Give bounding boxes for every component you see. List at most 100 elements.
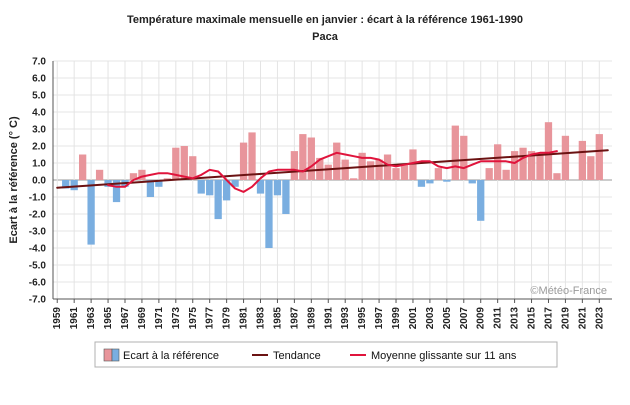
x-tick-label: 1961 — [69, 307, 80, 330]
legend-label-trend: Tendance — [273, 350, 321, 362]
bar — [155, 180, 163, 187]
bar — [282, 180, 290, 214]
bar-layer — [62, 122, 603, 248]
bar — [527, 151, 536, 180]
y-tick-label: 5.0 — [32, 91, 46, 102]
x-tick-label: 2011 — [493, 307, 504, 329]
bar — [273, 180, 282, 196]
y-tick-label: -2.0 — [29, 210, 47, 221]
bar — [70, 180, 78, 191]
legend-bar-swatch-negative — [111, 348, 120, 362]
chart-title: Température maximale mensuelle en janvie… — [127, 14, 523, 26]
y-tick-label: -1.0 — [29, 193, 47, 204]
x-tick-label: 1971 — [154, 307, 165, 330]
x-tick-label: 2001 — [408, 307, 419, 330]
bar — [544, 122, 553, 180]
x-tick-label: 2013 — [510, 307, 521, 330]
x-tick-label: 1959 — [52, 307, 63, 330]
bar — [290, 151, 299, 180]
bar — [87, 180, 95, 245]
bar — [350, 178, 358, 180]
legend-label-moving-average: Moyenne glissante sur 11 ans — [371, 350, 517, 362]
bar — [443, 180, 451, 182]
bar — [561, 135, 570, 180]
x-tick-label: 2003 — [425, 307, 436, 330]
x-tick-label: 2023 — [594, 307, 605, 330]
x-tick-label: 1985 — [272, 307, 283, 330]
bar — [95, 169, 104, 180]
x-tick-label: 1975 — [188, 307, 199, 330]
x-tick-label: 1967 — [120, 307, 131, 330]
bar — [189, 156, 197, 180]
bar — [163, 178, 171, 180]
x-tick-label: 1981 — [239, 307, 250, 330]
bar — [400, 164, 409, 180]
x-tick-label: 2021 — [577, 307, 588, 330]
ytick-layer: 7.0 6.0 5.0 4.0 3.0 2.0 1.0 0.0 -1.0 -2.0 -3.0 -4.0… — [29, 57, 47, 306]
bar — [248, 132, 256, 180]
y-tick-label: 4.0 — [32, 108, 46, 119]
y-tick-label: 7.0 — [32, 57, 46, 68]
bar — [468, 180, 476, 184]
bar — [256, 180, 265, 194]
chart-subtitle: Paca — [312, 31, 339, 43]
bar — [434, 168, 443, 180]
bar — [536, 152, 544, 180]
line-layer — [56, 149, 609, 193]
credit-label: ©Météo-France — [530, 285, 607, 297]
bar — [341, 159, 349, 180]
y-tick-label: 2.0 — [32, 142, 46, 153]
x-tick-label: 1963 — [86, 307, 97, 330]
bar — [333, 142, 341, 180]
x-tick-label: 1979 — [222, 307, 233, 330]
legend-frame — [94, 341, 558, 368]
legend-bar-swatch-positive — [103, 348, 113, 362]
x-tick-label: 2019 — [560, 307, 571, 330]
bar — [129, 173, 138, 180]
legend-box: Ecart à la référence Tendance Moyenne gl… — [94, 341, 558, 368]
bar — [383, 154, 392, 180]
bar — [519, 147, 527, 180]
axis-layer — [52, 61, 612, 303]
y-tick-label: -7.0 — [29, 295, 47, 306]
bar — [417, 180, 426, 187]
bar — [112, 180, 121, 203]
xtick-layer: 1959 1961 1963 1965 1967 1969 1971 1973 1975 1977… — [52, 307, 605, 330]
bar — [477, 180, 485, 221]
bar — [197, 180, 205, 194]
bar — [502, 169, 510, 180]
bar — [485, 168, 493, 180]
bar — [587, 156, 595, 180]
x-tick-label: 1977 — [205, 307, 216, 330]
y-tick-label: -4.0 — [29, 244, 47, 255]
bar — [146, 180, 155, 197]
bar — [510, 151, 519, 180]
bar — [426, 180, 434, 184]
bar — [460, 135, 468, 180]
bar — [231, 180, 239, 187]
y-tick-label: -6.0 — [29, 278, 47, 289]
x-tick-label: 1991 — [323, 307, 334, 330]
bar — [595, 134, 603, 180]
y-tick-label: -3.0 — [29, 227, 47, 238]
bar — [553, 173, 561, 180]
y-tick-label: 3.0 — [32, 125, 46, 136]
bar — [265, 180, 273, 248]
y-axis-title: Ecart à la référence (° C) — [8, 116, 20, 244]
bar — [375, 159, 383, 180]
bar — [366, 161, 375, 180]
x-tick-label: 1987 — [289, 307, 300, 330]
bar — [307, 137, 315, 180]
x-tick-label: 2009 — [476, 307, 487, 330]
x-tick-label: 1983 — [256, 307, 267, 330]
bar — [62, 180, 70, 189]
x-tick-label: 2017 — [543, 307, 554, 330]
bar — [451, 125, 459, 180]
bar — [214, 180, 222, 220]
bar — [409, 149, 417, 180]
x-tick-label: 1995 — [357, 307, 368, 330]
trend-line — [56, 149, 609, 189]
x-tick-label: 1997 — [374, 307, 385, 330]
